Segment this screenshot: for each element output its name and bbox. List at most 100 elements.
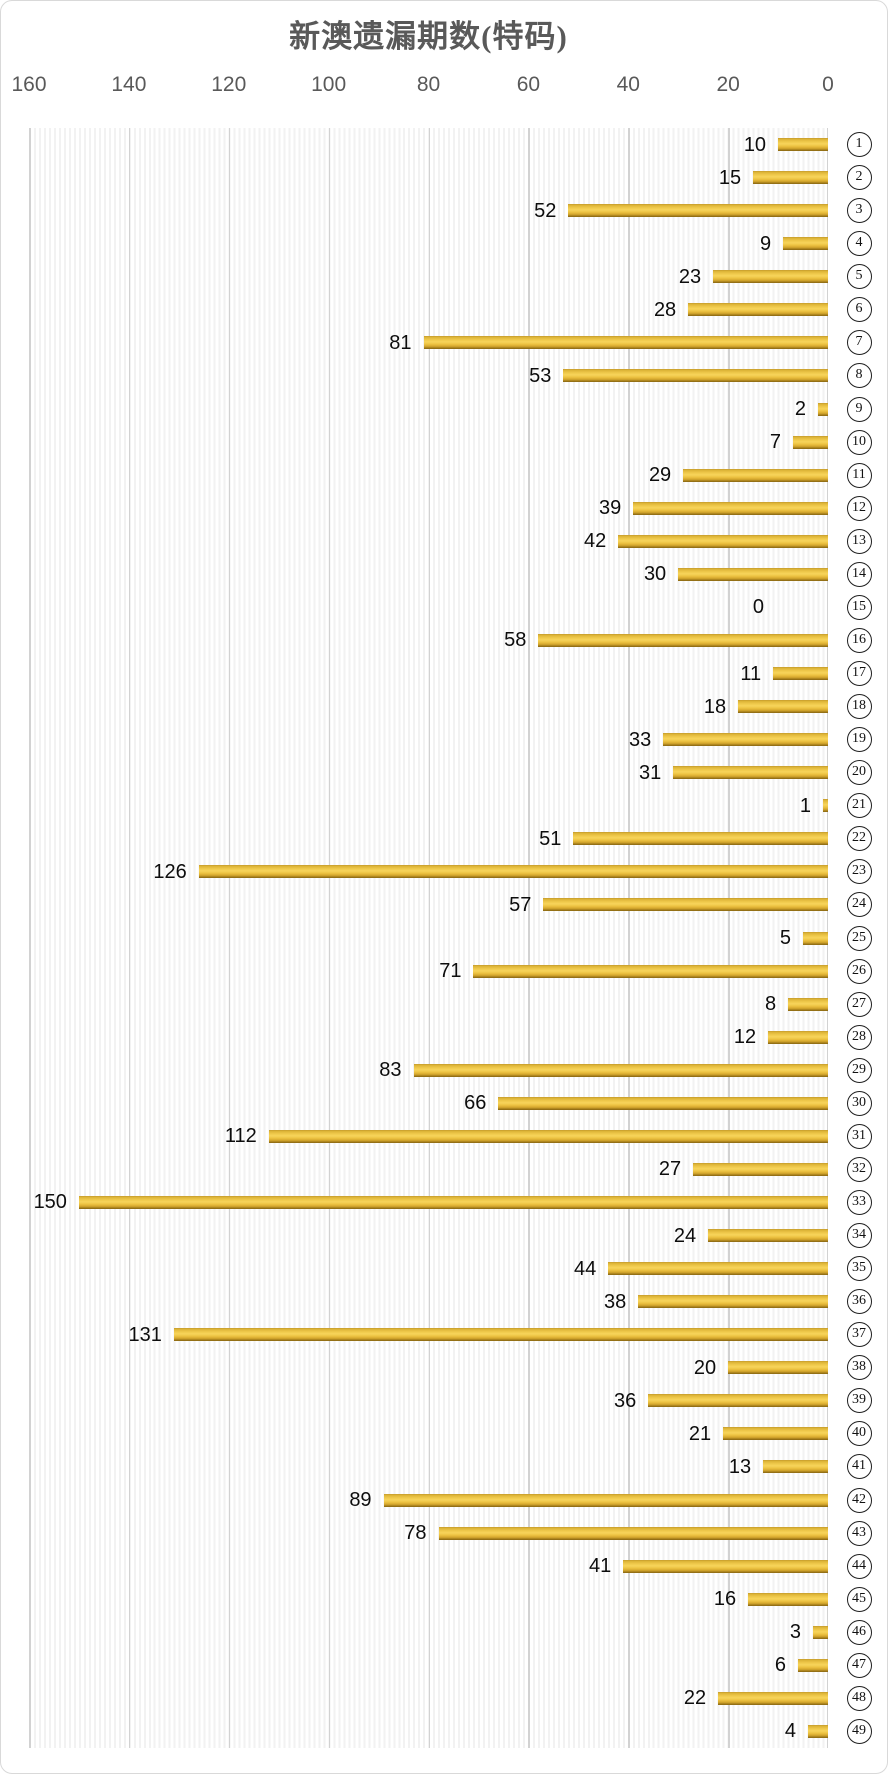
bar-series-miss-count	[798, 1658, 828, 1672]
category-label-circled-number: 39	[846, 1388, 872, 1414]
category-label-circled-number: 4	[846, 231, 872, 257]
bar-series-miss-count	[748, 1592, 828, 1606]
bar-series-miss-count	[198, 865, 828, 879]
category-label-circled-number: 20	[846, 760, 872, 786]
value-axis-tick-label: 120	[211, 73, 247, 96]
bar-series-miss-count	[673, 766, 828, 780]
bar-value-label: 53	[529, 364, 552, 387]
category-label-circled-number: 31	[846, 1123, 872, 1149]
category-label-circled-number: 8	[846, 363, 872, 389]
bar-series-miss-count	[543, 898, 828, 912]
bar-value-label: 31	[638, 761, 662, 784]
bar-value-label: 126	[153, 860, 187, 883]
bar-value-label: 9	[759, 232, 772, 255]
bar-value-label: 13	[728, 1455, 752, 1478]
category-label-circled-number: 34	[846, 1223, 872, 1249]
category-label-circled-number: 23	[846, 859, 872, 885]
category-label-circled-number: 45	[846, 1586, 872, 1612]
bar-value-label: 78	[404, 1522, 427, 1545]
bar-value-label: 18	[703, 695, 727, 718]
bar-value-label: 16	[713, 1588, 737, 1611]
category-label-circled-number: 17	[846, 661, 872, 686]
category-label-circled-number: 19	[846, 727, 872, 753]
bar-value-label: 42	[584, 530, 607, 553]
category-label-circled-number: 7	[846, 330, 872, 356]
chart-title: 新澳遗漏期数(特码)	[289, 19, 568, 54]
value-axis-tick-label: 140	[111, 73, 147, 96]
bar-value-label: 0	[752, 596, 764, 619]
bar-value-label: 57	[509, 893, 532, 916]
bar-series-miss-count	[713, 270, 828, 284]
bar-value-label: 2	[794, 398, 807, 421]
bar-series-miss-count	[173, 1328, 828, 1342]
category-label-circled-number: 38	[846, 1355, 872, 1381]
category-label-circled-number: 30	[846, 1090, 872, 1116]
value-axis-tick-label: 40	[616, 73, 640, 96]
category-label-circled-number: 3	[846, 198, 872, 224]
bar-series-miss-count	[778, 138, 828, 152]
category-label-circled-number: 37	[846, 1322, 872, 1348]
bar-series-miss-count	[608, 1262, 828, 1276]
bar-series-miss-count	[638, 1295, 828, 1309]
category-label-circled-number: 22	[846, 826, 872, 852]
major-gridline	[428, 128, 430, 1748]
value-axis-tick-label: 0	[822, 73, 834, 96]
category-label-circled-number: 18	[846, 694, 872, 720]
bar-value-label: 7	[769, 431, 782, 454]
bar-value-label: 39	[599, 497, 622, 520]
category-label-circled-number: 36	[846, 1289, 872, 1315]
category-label-circled-number: 47	[846, 1652, 872, 1678]
bar-value-label: 28	[653, 298, 677, 321]
bar-series-miss-count	[413, 1063, 828, 1077]
bar-value-label: 22	[683, 1687, 707, 1710]
major-gridline	[628, 128, 630, 1748]
bar-series-miss-count	[498, 1096, 828, 1110]
bar-value-label: 15	[718, 166, 742, 189]
bar-series-miss-count	[678, 567, 828, 581]
category-label-circled-number: 32	[846, 1156, 872, 1182]
category-label-circled-number: 25	[846, 925, 872, 951]
bar-series-miss-count	[788, 997, 828, 1011]
bar-series-miss-count	[623, 1559, 828, 1573]
bar-value-label: 6	[774, 1654, 787, 1677]
bar-series-miss-count	[538, 633, 828, 647]
bar-series-miss-count	[648, 1394, 828, 1408]
category-label-circled-number: 14	[846, 561, 872, 587]
category-label-circled-number: 9	[846, 396, 872, 422]
bar-series-miss-count	[708, 1229, 828, 1243]
bar-value-label: 150	[33, 1191, 67, 1214]
value-axis-tick-label: 100	[311, 73, 347, 96]
bar-value-label: 12	[733, 1026, 757, 1049]
category-label-circled-number: 42	[846, 1487, 872, 1513]
bar-value-label: 5	[779, 927, 792, 949]
category-label-circled-number: 10	[846, 429, 872, 455]
bar-series-miss-count	[633, 501, 828, 515]
bar-value-label: 10	[743, 133, 767, 156]
bar-value-label: 27	[658, 1158, 682, 1181]
bar-value-label: 3	[789, 1621, 802, 1644]
bar-series-miss-count	[803, 931, 828, 945]
bar-value-label: 71	[439, 960, 462, 983]
bar-series-miss-count	[763, 1460, 828, 1474]
category-label-circled-number: 12	[846, 495, 872, 521]
bar-value-label: 33	[628, 728, 652, 751]
category-label-circled-number: 29	[846, 1057, 872, 1083]
major-gridline	[728, 128, 730, 1748]
bar-series-miss-count	[768, 1030, 828, 1044]
value-axis-tick-label: 20	[716, 73, 740, 96]
bar-series-miss-count	[683, 468, 828, 482]
bar-value-label: 51	[539, 827, 562, 850]
bar-value-label: 29	[648, 464, 672, 487]
category-label-circled-number: 6	[846, 297, 872, 323]
category-label-circled-number: 15	[846, 594, 872, 620]
value-axis-tick-label: 80	[416, 73, 441, 96]
bar-value-label: 21	[688, 1422, 712, 1445]
category-label-circled-number: 33	[846, 1189, 872, 1215]
category-label-circled-number: 5	[846, 264, 872, 290]
bar-value-label: 52	[534, 199, 557, 222]
bar-value-label: 112	[224, 1125, 257, 1148]
category-label-circled-number: 44	[846, 1553, 872, 1579]
bar-series-miss-count	[793, 435, 828, 449]
bar-value-label: 4	[784, 1720, 797, 1743]
bar-series-miss-count	[438, 1526, 828, 1540]
